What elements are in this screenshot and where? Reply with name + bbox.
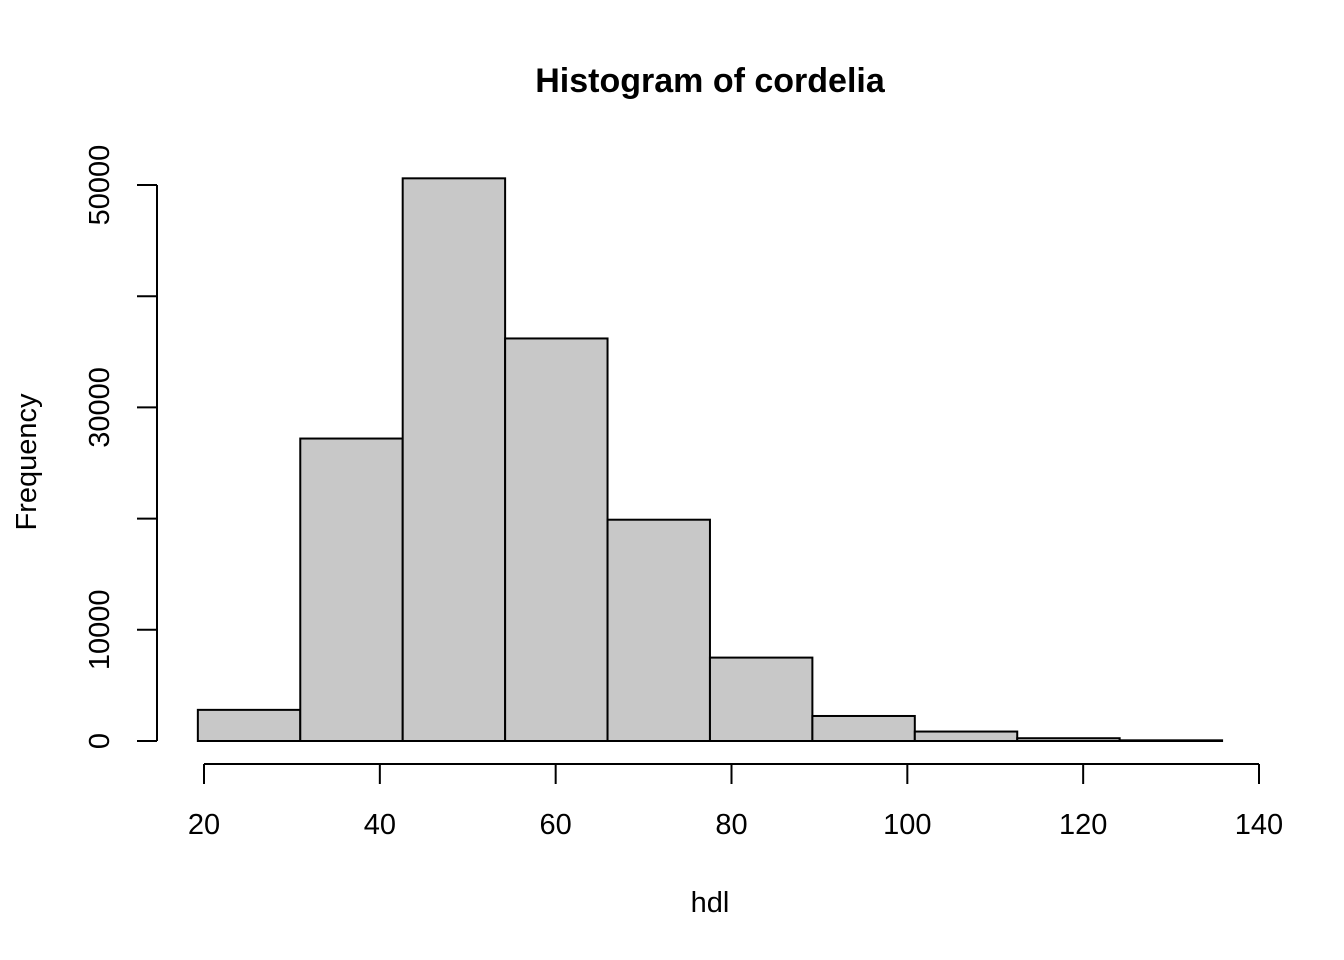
y-tick-label: 0 [84, 733, 116, 749]
histogram-bar-2 [299, 437, 404, 742]
x-tick-label: 60 [540, 809, 572, 841]
x-tick-label: 140 [1235, 809, 1283, 841]
x-tick-label: 80 [715, 809, 747, 841]
y-axis-label: Frequency [11, 393, 43, 531]
histogram-bar-8 [913, 730, 1019, 742]
y-axis: 0 10000 30000 50000 [84, 145, 158, 749]
y-tick-label: 30000 [84, 367, 116, 448]
chart-title: Histogram of cordelia [535, 62, 886, 100]
y-tick-label: 50000 [84, 145, 116, 226]
histogram-bar-1 [196, 708, 302, 743]
x-tick-label: 20 [188, 809, 220, 841]
y-tick-label: 10000 [84, 589, 116, 670]
histogram-bar-5 [606, 518, 711, 742]
bars-group [196, 177, 1224, 743]
histogram-bar-9 [1016, 737, 1121, 742]
histogram-bar-4 [504, 337, 609, 742]
x-tick-label: 100 [883, 809, 931, 841]
x-tick-label: 40 [364, 809, 396, 841]
histogram-bar-7 [811, 714, 916, 742]
x-axis-label: hdl [691, 887, 730, 919]
histogram-bar-6 [708, 656, 814, 742]
histogram-bar-3 [401, 177, 507, 742]
x-tick-label: 120 [1059, 809, 1107, 841]
x-axis: 20 40 60 80 100 120 140 [188, 763, 1283, 841]
histogram-bar-10 [1118, 739, 1224, 743]
